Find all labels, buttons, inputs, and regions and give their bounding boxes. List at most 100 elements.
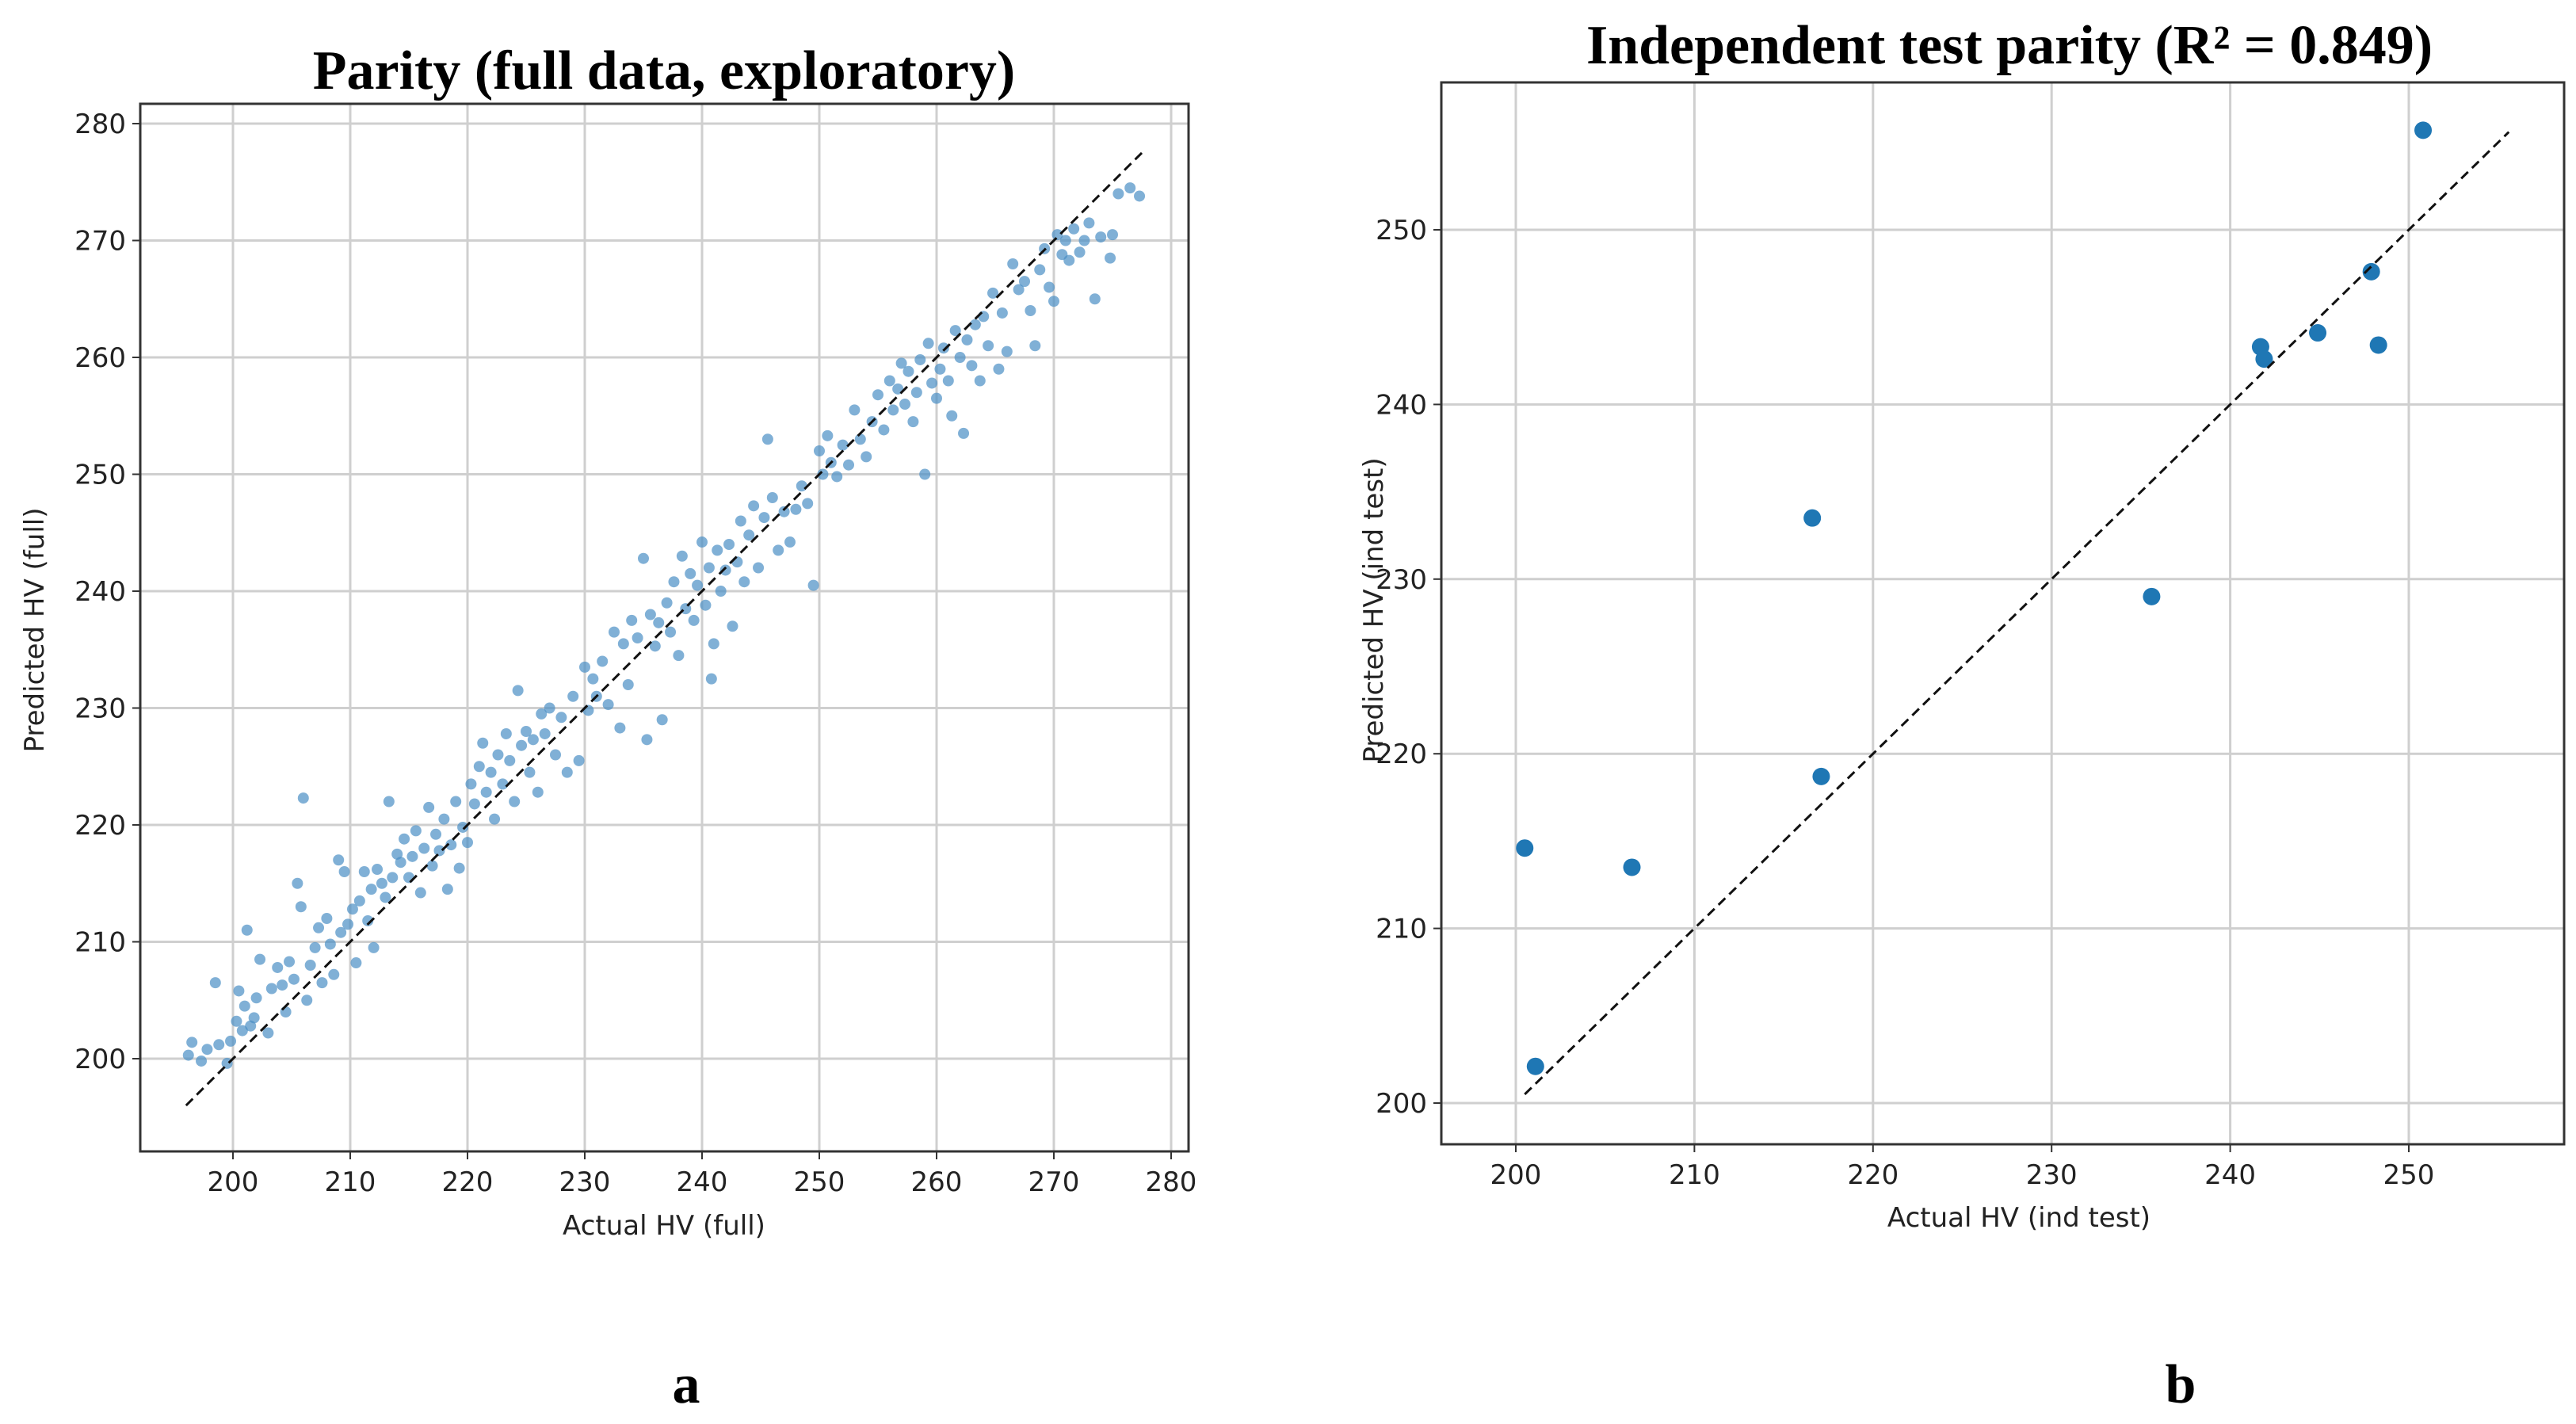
panel-a-data-point (504, 754, 516, 766)
panel-a-data-point (573, 754, 585, 766)
panel-b-data-point (1516, 839, 1534, 857)
panel-a-data-point (582, 704, 594, 716)
panel-a-data-point (579, 661, 590, 673)
panel-b-data-point (2369, 336, 2387, 354)
panel-b-data-point (1623, 858, 1641, 876)
panel-a-data-point (254, 953, 266, 965)
panel-a-data-point (1078, 235, 1090, 246)
panel-a-data-point (335, 926, 347, 938)
panel-a-xtick-label: 270 (1028, 1166, 1080, 1198)
panel-a-data-point (692, 579, 704, 591)
panel-a-data-point (328, 968, 340, 980)
panel-a-data-point (457, 821, 469, 833)
panel-b-data-point (2143, 587, 2161, 605)
panel-a-data-point (368, 941, 380, 953)
panel-a-data-point (512, 685, 524, 697)
panel-a-data-point (926, 377, 938, 389)
panel-a-data-point (854, 433, 866, 445)
panel-a-data-point (362, 914, 374, 926)
panel-a-data-point (1001, 346, 1013, 357)
panel-a-data-point (453, 862, 465, 874)
panel-a-data-point (500, 727, 512, 739)
panel-a-data-point (696, 536, 708, 548)
panel-b-ytick-label: 240 (1376, 389, 1427, 421)
panel-a-data-point (807, 579, 819, 591)
panel-a-data-point (748, 500, 760, 512)
panel-a-data-point (225, 1035, 237, 1047)
panel-a-data-point (668, 576, 680, 588)
panel-a-data-point (761, 433, 773, 445)
panel-a-ytick-label: 250 (74, 460, 126, 491)
panel-a-data-point (638, 552, 649, 564)
panel-b-data-point (2255, 350, 2273, 368)
panel-a-data-point (609, 626, 620, 638)
panel-b-xtick-label: 230 (2026, 1159, 2078, 1191)
panel-a-data-point (338, 866, 350, 877)
panel-a-data-point (676, 550, 688, 562)
panel-b-ytick-label: 210 (1376, 914, 1427, 945)
panel-a-data-point (445, 839, 457, 851)
panel-a-data-point (280, 1006, 292, 1017)
panel-a-data-point (966, 360, 978, 372)
panel-a-data-point (1029, 340, 1041, 352)
panel-b-xtick-label: 240 (2204, 1159, 2256, 1191)
panel-a-data-point (796, 480, 807, 492)
panel-a-data-point (465, 778, 477, 790)
panel-a-data-point (1107, 229, 1118, 241)
panel-a-data-point (536, 708, 548, 720)
panel-a-xlabel: Actual HV (full) (563, 1210, 765, 1242)
panel-a-label: a (673, 1354, 700, 1415)
panel-a-data-point (914, 353, 926, 365)
panel-b-parity-test: Independent test parity (R² = 0.849) Act… (1358, 15, 2566, 1415)
panel-a-data-point (497, 778, 509, 790)
panel-a-data-point (473, 761, 485, 773)
panel-b-xtick-label: 220 (1847, 1159, 1899, 1191)
panel-a-data-point (727, 620, 738, 632)
panel-a-data-point (723, 539, 735, 550)
panel-a-data-point (703, 562, 715, 574)
panel-a-data-point (632, 632, 643, 643)
panel-a-data-point (895, 357, 907, 369)
panel-a-data-point (738, 576, 750, 588)
panel-a-xtick-label: 200 (208, 1166, 259, 1198)
panel-a-data-point (899, 399, 911, 410)
panel-b-title: Independent test parity (R² = 0.849) (1586, 15, 2433, 76)
panel-a-grid (140, 104, 1189, 1151)
panel-a-data-point (656, 714, 668, 726)
panel-a-data-point (784, 536, 796, 548)
panel-a-data-point (587, 673, 599, 685)
panel-a-data-point (641, 734, 653, 746)
panel-a-data-point (468, 798, 480, 810)
panel-a-xtick-label: 210 (325, 1166, 376, 1198)
panel-a-ytick-label: 200 (74, 1044, 126, 1075)
panel-a-data-point (837, 439, 849, 451)
panel-a-data-point (1083, 217, 1095, 229)
panel-a-data-point (743, 529, 755, 541)
panel-a-data-point (617, 638, 629, 650)
panel-a-data-point (1063, 254, 1075, 266)
panel-a-data-point (555, 712, 567, 723)
panel-a-data-point (532, 786, 544, 798)
panel-a-data-point (492, 749, 504, 761)
panel-a-data-point (1025, 305, 1036, 316)
panel-b-xtick-label: 210 (1669, 1159, 1720, 1191)
panel-a-data-point (766, 492, 778, 503)
panel-a-data-point (313, 922, 325, 933)
panel-a-data-point (937, 342, 949, 354)
panel-a-data-point (1124, 182, 1136, 194)
panel-b-label: b (2166, 1354, 2196, 1415)
panel-a-data-point (817, 468, 829, 480)
panel-a-ylabel: Predicted HV (full) (19, 508, 51, 753)
panel-a-data-point (304, 960, 316, 971)
panel-a-data-point (753, 562, 765, 574)
panel-a-title: Parity (full data, exploratory) (313, 40, 1015, 101)
panel-a-data-point (649, 640, 661, 652)
panel-b-points (1516, 121, 2433, 1075)
panel-a-data-point (1044, 281, 1055, 293)
panel-a-data-point (954, 352, 966, 363)
panel-a-data-point (987, 287, 999, 299)
panel-a-data-point (324, 938, 336, 950)
panel-a-data-point (653, 617, 665, 628)
panel-a-data-point (1112, 188, 1124, 200)
panel-a-data-point (1074, 246, 1086, 258)
